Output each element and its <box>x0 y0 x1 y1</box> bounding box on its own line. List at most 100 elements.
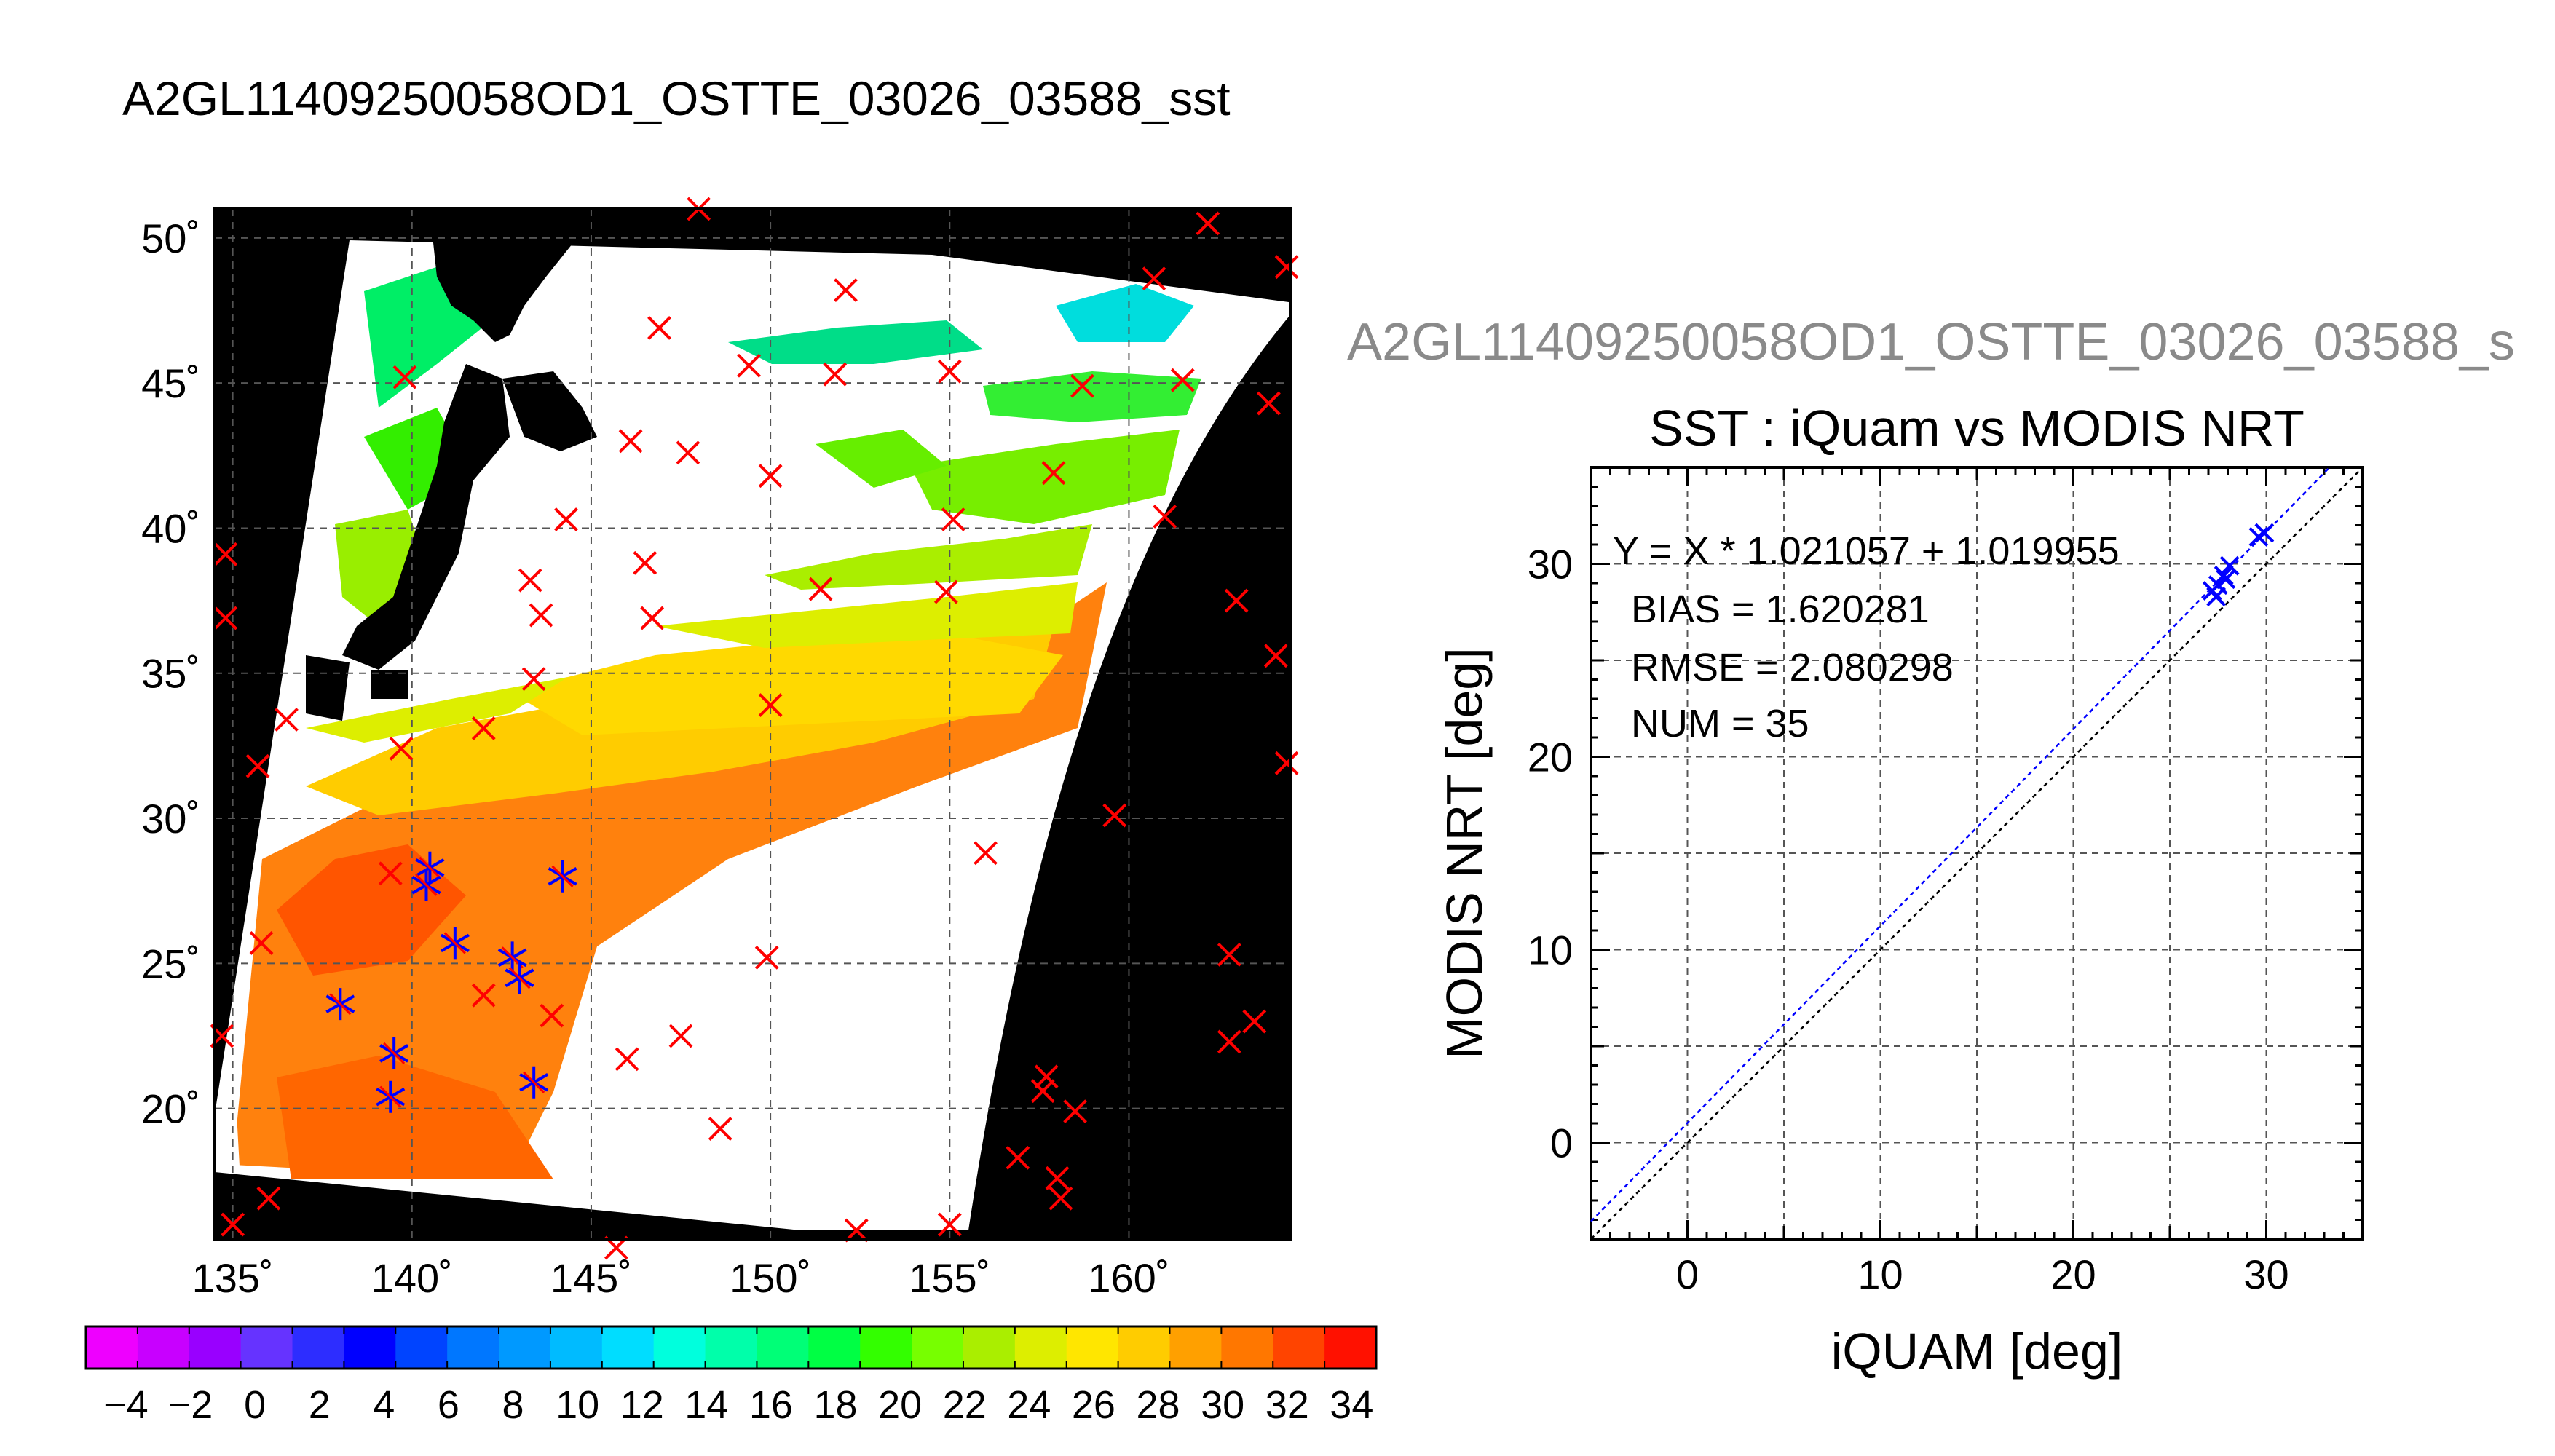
colorbar-tick-label: 20 <box>878 1383 922 1427</box>
matchup-point <box>376 1080 406 1113</box>
colorbar-tick-label: 8 <box>502 1383 524 1427</box>
red-x-marker <box>737 353 761 378</box>
red-x-marker <box>754 945 779 970</box>
colorbar-swatch <box>395 1326 448 1369</box>
colorbar-tick-label: 0 <box>244 1383 266 1427</box>
colorbar-tick-label: 6 <box>438 1383 459 1427</box>
colorbar-frame <box>84 1325 1378 1370</box>
colorbar-swatch <box>757 1326 809 1369</box>
scatter-ticks <box>1590 466 2364 1241</box>
lon-tick-label: 150˚ <box>730 1255 811 1301</box>
red-x-marker <box>1263 644 1288 668</box>
scatter-grid <box>1591 467 2363 1239</box>
red-x-marker <box>758 464 783 488</box>
red-x-marker <box>249 931 274 955</box>
red-x-marker <box>1142 266 1166 291</box>
colorbar-swatch <box>550 1326 603 1369</box>
land-hokkaido <box>430 209 583 342</box>
map-frame <box>213 207 1292 1241</box>
red-x-marker <box>1030 1079 1055 1104</box>
red-x-marker <box>213 542 238 566</box>
red-x-marker <box>471 983 496 1008</box>
matchup-point <box>379 1037 409 1069</box>
colorbar-tick-label: 28 <box>1136 1383 1180 1427</box>
red-x-marker <box>1224 588 1249 613</box>
red-x-marker <box>615 1047 639 1072</box>
red-x-marker <box>389 736 414 761</box>
red-x-marker <box>529 603 553 628</box>
scatter-point <box>2216 569 2236 590</box>
matchup-point <box>505 962 534 994</box>
red-x-marker <box>1034 1064 1059 1089</box>
scatter-y-tick-label: 20 <box>1528 735 1573 780</box>
red-x-marker <box>256 1186 281 1211</box>
colorbar-tick-label: 16 <box>749 1383 793 1427</box>
colorbar-swatch <box>1169 1326 1222 1369</box>
scatter-x-tick-label: 10 <box>1857 1251 1903 1297</box>
matchup-point <box>411 869 441 901</box>
colorbar-tick-label: −2 <box>168 1383 213 1427</box>
red-x-marker <box>245 753 270 778</box>
colorbar-swatch <box>1273 1326 1325 1369</box>
red-x-marker <box>1217 942 1241 967</box>
red-x-marker <box>937 359 962 384</box>
scatter-y-tick-label: 0 <box>1550 1120 1573 1166</box>
colorbar-tick-label: −4 <box>103 1383 149 1427</box>
map-lat-axis: 50˚ 45˚ 40˚ 35˚ 30˚ 25˚ 20˚ <box>141 215 200 1132</box>
scatter-x-tick-label: 20 <box>2050 1251 2096 1297</box>
land-hokkaido-east <box>502 371 597 451</box>
red-x-marker <box>518 568 542 593</box>
colorbar-tick-label: 12 <box>620 1383 664 1427</box>
colorbar-tick-label: 30 <box>1201 1383 1244 1427</box>
red-x-marker <box>213 606 238 630</box>
colorbar-swatch <box>1066 1326 1119 1369</box>
stat-bias: BIAS = 1.620281 <box>1631 587 1930 631</box>
red-x-marker <box>823 362 848 387</box>
scatter-x-tick-label: 30 <box>2243 1251 2289 1297</box>
colorbar-swatch <box>240 1326 293 1369</box>
scatter-x-axis: 0 10 20 30 <box>1676 1251 2289 1297</box>
colorbar-swatch <box>447 1326 499 1369</box>
land-honshu <box>342 364 510 670</box>
red-x-marker <box>758 693 783 718</box>
colorbar-swatch <box>601 1326 655 1369</box>
red-x-marker <box>221 1212 245 1237</box>
scatter-subtitle: A2GL11409250058OD1_OSTTE_03026_03588_s <box>1347 313 2515 371</box>
red-x-marker <box>378 861 403 886</box>
lat-tick-label: 40˚ <box>141 505 200 551</box>
red-x-marker <box>1242 1009 1267 1034</box>
scatter-x-tick-label: 0 <box>1676 1251 1699 1297</box>
colorbar-swatch <box>912 1326 964 1369</box>
red-x-marker <box>1041 461 1066 486</box>
colorbar-swatch <box>344 1326 396 1369</box>
red-x-marker <box>1274 751 1299 775</box>
red-x-marker <box>974 841 998 866</box>
colorbar-swatch <box>705 1326 757 1369</box>
red-x-marker <box>1049 1186 1073 1211</box>
matchup-point <box>415 851 445 884</box>
red-x-marker <box>1153 505 1177 529</box>
lat-tick-label: 20˚ <box>141 1086 200 1132</box>
scatter-ylabel: MODIS NRT [deg] <box>1436 647 1493 1059</box>
scatter-points <box>2202 523 2275 606</box>
colorbar-tick-label: 14 <box>684 1383 728 1427</box>
red-x-marker <box>941 507 965 531</box>
red-x-marker <box>540 1003 564 1028</box>
colorbar-tick-label: 2 <box>309 1383 331 1427</box>
scatter-point <box>2206 587 2227 606</box>
stat-fit: Y = X * 1.021057 + 1.019955 <box>1613 529 2120 573</box>
red-x-marker <box>834 278 858 303</box>
colorbar-swatch <box>860 1326 912 1369</box>
scatter-y-tick-label: 30 <box>1528 542 1573 587</box>
red-x-marker <box>937 1212 962 1237</box>
colorbar-swatch <box>1324 1326 1377 1369</box>
colorbar-swatch <box>499 1326 551 1369</box>
colorbar-swatch <box>86 1326 138 1369</box>
lon-tick-label: 135˚ <box>192 1255 274 1301</box>
red-x-marker <box>554 507 578 531</box>
red-x-marker <box>471 716 496 740</box>
red-x-marker <box>676 440 700 465</box>
red-x-marker <box>668 1024 693 1048</box>
red-x-marker <box>1102 803 1127 828</box>
